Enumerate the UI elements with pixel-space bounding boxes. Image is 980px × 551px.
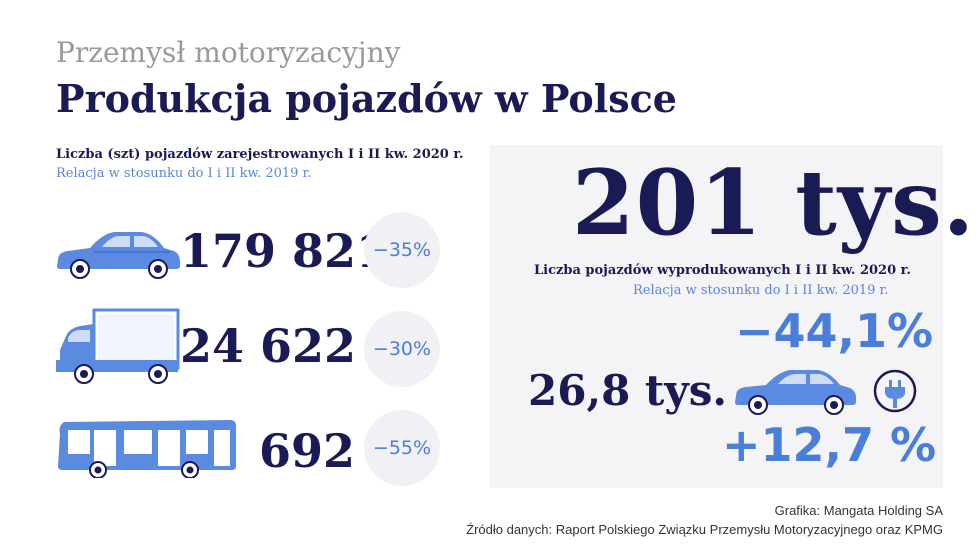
change-badge: −55% [364, 410, 440, 486]
supertitle: Przemysł motoryzacyjny [56, 36, 401, 69]
ev-change-value: +12,7 % [722, 418, 937, 472]
bus-icon [54, 414, 240, 479]
left-panel-heading: Liczba (szt) pojazdów zarejestrowanych I… [56, 147, 464, 162]
total-production-value: 201 tys. [572, 150, 976, 256]
graphic-credit: Grafika: Mangata Holding SA [774, 503, 943, 518]
production-panel [490, 145, 943, 488]
electric-car-icon [732, 364, 860, 416]
change-badge: −30% [364, 311, 440, 387]
car-icon [54, 226, 182, 280]
truck-icon [54, 306, 182, 388]
change-badge: −35% [364, 212, 440, 288]
left-panel-subheading: Relacja w stosunku do I i II kw. 2019 r. [56, 166, 312, 181]
data-source: Źródło danych: Raport Polskiego Związku … [466, 522, 943, 537]
ev-production-value: 26,8 tys. [528, 366, 727, 415]
change-label: −30% [372, 338, 432, 360]
total-change-value: −44,1% [735, 304, 934, 358]
row-value: 24 622 [180, 319, 357, 373]
page-title: Produkcja pojazdów w Polsce [56, 76, 677, 121]
change-label: −55% [372, 437, 432, 459]
change-label: −35% [372, 239, 432, 261]
plug-icon [872, 368, 918, 414]
right-panel-subheading: Relacja w stosunku do I i II kw. 2019 r. [633, 283, 889, 298]
right-panel-heading: Liczba pojazdów wyprodukowanych I i II k… [534, 263, 911, 278]
row-value: 179 821 [180, 224, 389, 278]
row-value: 692 [258, 424, 355, 478]
